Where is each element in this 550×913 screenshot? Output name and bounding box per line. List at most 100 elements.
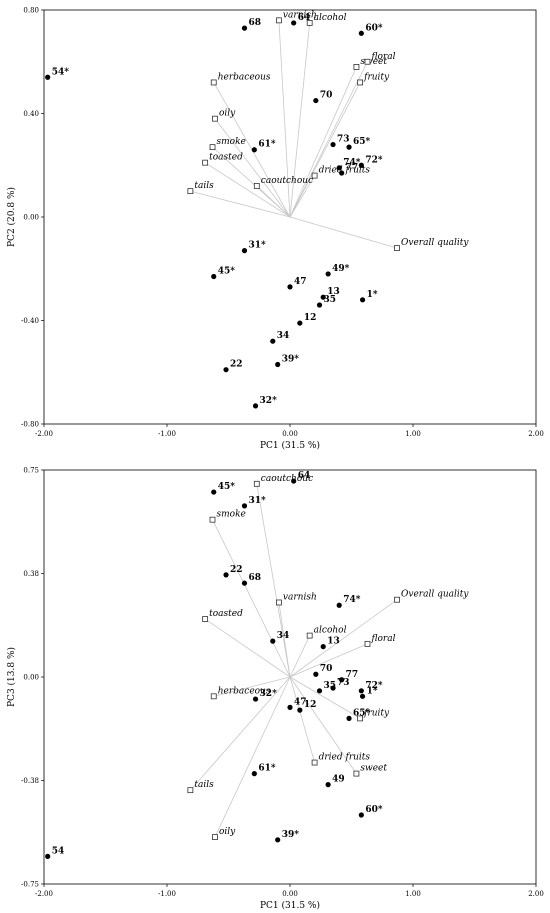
sample-label-12: 12	[304, 313, 317, 323]
sample-point-32-star	[252, 403, 259, 409]
sample-label-68: 68	[248, 573, 261, 583]
sample-point-34	[270, 338, 276, 344]
loading-vector-overall-quality	[289, 216, 398, 249]
loading-marker-alcohol	[306, 632, 313, 639]
sample-label-32-star: 32*	[260, 689, 278, 699]
sample-label-64: 64	[298, 471, 311, 481]
sample-point-13	[320, 644, 326, 650]
sample-point-65-star	[346, 715, 352, 722]
loading-vector-alcohol	[289, 635, 311, 678]
loading-label-varnish: varnish	[283, 592, 317, 602]
sample-point-1-star	[359, 297, 366, 303]
sample-point-22	[223, 367, 229, 373]
sample-point-35	[316, 302, 323, 308]
y-tick-label: 0.75	[23, 467, 39, 475]
loading-vector-toasted	[204, 618, 291, 678]
loading-label-herbaceous: herbaceous	[218, 72, 271, 82]
loading-vector-dried-fruits	[289, 676, 315, 763]
loading-vector-floral	[289, 643, 368, 678]
loading-label-sweet: sweet	[360, 764, 387, 774]
loading-label-herbaceous: herbaceous	[218, 686, 271, 696]
loading-label-toasted: toasted	[209, 153, 243, 163]
sample-label-73: 73	[337, 135, 350, 145]
x-tick-label: 1.00	[405, 890, 421, 898]
sample-point-61-star	[251, 147, 257, 153]
sample-point-70	[313, 671, 319, 677]
sample-point-77	[339, 677, 345, 683]
sample-point-45-star	[211, 489, 217, 495]
loading-marker-tails	[187, 188, 194, 195]
loading-marker-alcohol	[306, 20, 313, 26]
sample-label-54-star: 54*	[52, 67, 70, 77]
loading-vector-tails	[190, 190, 291, 218]
sample-label-74-star: 74*	[343, 158, 361, 168]
sample-point-13	[320, 294, 326, 300]
sample-point-61-star	[251, 771, 257, 777]
x-tick-label: 2.00	[528, 430, 544, 438]
loading-marker-fruity	[357, 79, 364, 86]
sample-label-61-star: 61*	[258, 764, 276, 774]
x-tick-label: 0.00	[282, 890, 298, 898]
loading-label-overall-quality: Overall quality	[401, 590, 469, 600]
y-tick-label: -0.75	[21, 881, 39, 889]
loading-label-floral: floral	[370, 634, 395, 644]
sample-point-77	[339, 170, 345, 176]
sample-label-34: 34	[277, 631, 290, 641]
loading-vector-tails	[190, 676, 291, 791]
sample-label-77: 77	[346, 163, 359, 173]
sample-label-39-star: 39*	[282, 830, 300, 840]
y-tick-label: -0.40	[21, 317, 39, 325]
sample-label-77: 77	[346, 670, 359, 680]
y-tick-label: 0.40	[23, 110, 39, 118]
sample-point-68	[241, 580, 248, 586]
x-tick-label: 2.00	[528, 890, 544, 898]
sample-label-60-star: 60*	[365, 805, 383, 815]
loading-label-fruity: fruity	[363, 708, 390, 718]
x-axis-label: PC1 (31.5 %)	[260, 440, 320, 451]
loading-label-caoutchouc: caoutchouc	[261, 176, 313, 186]
sample-label-13: 13	[327, 637, 340, 647]
loading-vector-herbaceous	[213, 676, 291, 697]
sample-point-64	[291, 20, 297, 26]
loading-label-fruity: fruity	[363, 72, 390, 82]
x-axis-label: PC1 (31.5 %)	[260, 900, 320, 911]
loading-vector-alcohol	[289, 22, 311, 218]
sample-point-72-star	[358, 162, 364, 168]
sample-label-1-star: 1*	[367, 686, 378, 696]
sample-point-60-star	[358, 812, 364, 818]
loading-marker-overall-quality	[394, 245, 400, 251]
sample-label-45-star: 45*	[218, 267, 236, 277]
loading-label-overall-quality: Overall quality	[401, 238, 469, 248]
loading-marker-varnish	[276, 599, 282, 606]
loading-marker-dried-fruits	[311, 759, 318, 766]
loading-marker-dried-fruits	[311, 172, 318, 179]
sample-label-70: 70	[320, 664, 333, 674]
sample-point-39-star	[275, 837, 281, 843]
sample-label-47: 47	[294, 697, 307, 707]
sample-label-22: 22	[230, 565, 243, 575]
sample-label-60-star: 60*	[365, 23, 383, 33]
loading-label-alcohol: alcohol	[314, 626, 347, 636]
sample-point-47	[287, 704, 293, 710]
loading-vector-smoke	[212, 519, 291, 678]
sample-label-35: 35	[324, 295, 337, 305]
loading-label-dried-fruits: dried fruits	[319, 166, 371, 176]
loading-label-dried-fruits: dried fruits	[319, 753, 371, 763]
x-tick-label: -2.00	[35, 890, 53, 898]
loading-vector-sweet	[289, 66, 357, 218]
sample-point-60-star	[358, 30, 364, 36]
sample-point-73	[330, 685, 336, 691]
sample-label-61-star: 61*	[258, 140, 276, 150]
x-tick-label: 1.00	[405, 430, 421, 438]
loading-marker-caoutchouc	[253, 183, 260, 189]
y-tick-label: 0.80	[23, 7, 39, 15]
loading-vector-oily	[214, 676, 291, 838]
sample-point-68	[241, 25, 248, 31]
loading-vector-sweet	[289, 676, 357, 774]
sample-label-31-star: 31*	[248, 241, 266, 251]
sample-point-31-star	[241, 503, 248, 509]
loading-marker-fruity	[357, 715, 364, 722]
x-tick-label: 0.00	[282, 430, 298, 438]
loading-label-toasted: toasted	[209, 609, 243, 619]
